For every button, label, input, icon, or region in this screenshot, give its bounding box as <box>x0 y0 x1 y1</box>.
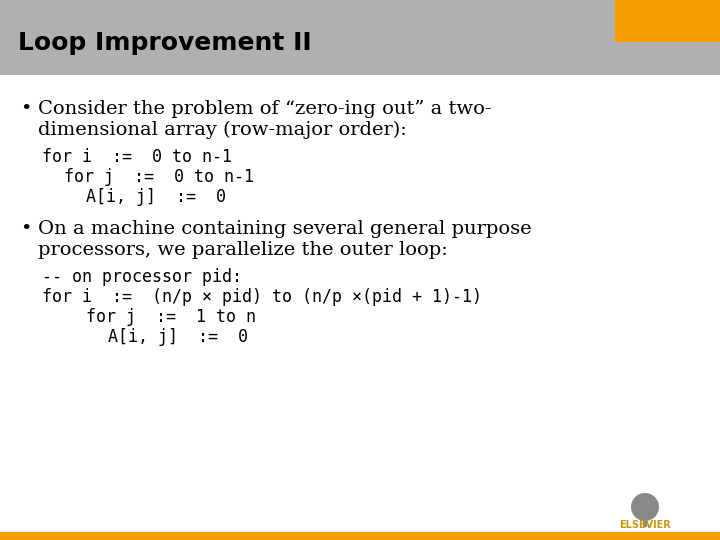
Bar <box>0 0 720 75</box>
Text: •: • <box>20 100 32 118</box>
Ellipse shape <box>631 493 659 521</box>
Text: Loop Improvement II: Loop Improvement II <box>18 31 312 55</box>
Text: for j  :=  1 to n: for j := 1 to n <box>86 308 256 326</box>
Text: dimensional array (row-major order):: dimensional array (row-major order): <box>38 121 407 139</box>
Text: •: • <box>20 220 32 239</box>
Text: processors, we parallelize the outer loop:: processors, we parallelize the outer loo… <box>38 241 448 259</box>
Text: for j  :=  0 to n-1: for j := 0 to n-1 <box>64 168 254 186</box>
Text: ELSEVIER: ELSEVIER <box>619 520 671 530</box>
Text: On a machine containing several general purpose: On a machine containing several general … <box>38 220 531 238</box>
Bar <box>615 0 720 42</box>
Text: for i  :=  0 to n-1: for i := 0 to n-1 <box>42 148 232 166</box>
Text: A[i, j]  :=  0: A[i, j] := 0 <box>108 328 248 346</box>
Text: A[i, j]  :=  0: A[i, j] := 0 <box>86 188 226 206</box>
Text: Consider the problem of “zero-ing out” a two-: Consider the problem of “zero-ing out” a… <box>38 100 492 118</box>
Bar <box>643 517 647 527</box>
Bar <box>0 532 720 540</box>
Text: -- on processor pid:: -- on processor pid: <box>42 268 242 286</box>
Text: for i  :=  (n/p × pid) to (n/p ×(pid + 1)-1): for i := (n/p × pid) to (n/p ×(pid + 1)-… <box>42 288 482 306</box>
